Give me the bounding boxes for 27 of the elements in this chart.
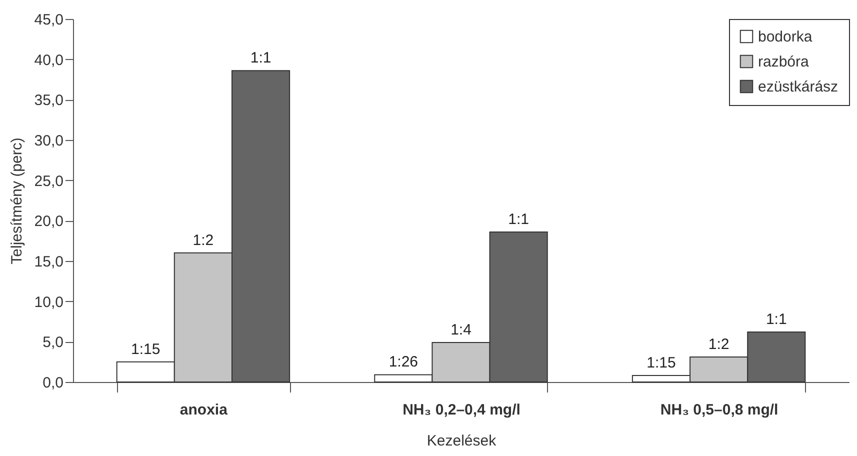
x-tick-label: anoxia [180,402,228,418]
annotation: 1:1 [250,50,272,67]
y-tick-label: 35,0 [34,92,64,110]
y-tick-label: 0,0 [42,374,64,392]
annotation: 1:15 [131,340,160,358]
y-tick-label: 25,0 [34,172,64,190]
x-axis-title: Kezelések [426,432,497,450]
y-tick-label: 20,0 [34,213,64,230]
x-tick-label: NH₃ 0,2–0,4 mg/l [402,402,520,418]
y-tick-label: 10,0 [34,294,64,311]
legend-label: bodorka [758,28,813,46]
x-tick-label: NH₃ 0,5–0,8 mg/l [660,402,778,418]
y-axis-title: Teljesítmény (perc) [8,138,26,264]
annotation: 1:1 [508,210,530,228]
y-tick-label: 15,0 [34,254,64,270]
annotation: 1:2 [708,336,730,353]
annotation: 1:1 [766,310,787,328]
annotation: 1:26 [388,354,418,371]
legend-label: ezüstkárász [758,78,838,96]
y-tick-label: 40,0 [34,52,64,69]
y-tick-label: 45,0 [34,12,64,28]
y-tick-label: 5,0 [42,334,64,352]
annotation: 1:15 [646,354,676,372]
legend-label: razbóra [758,54,810,70]
annotation: 1:2 [192,232,214,249]
y-tick-label: 30,0 [34,132,64,150]
annotation: 1:4 [450,321,472,338]
